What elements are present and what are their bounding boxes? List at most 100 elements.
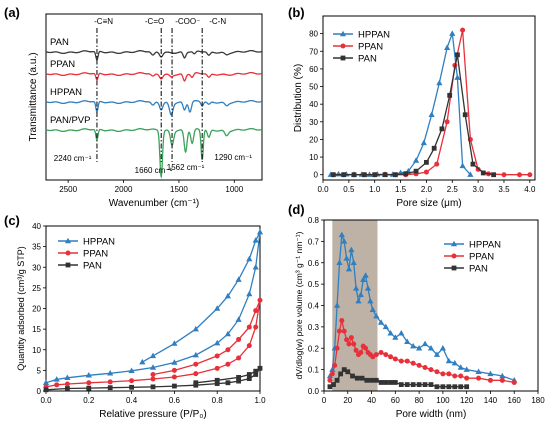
data-point <box>236 355 242 361</box>
data-point <box>444 119 450 125</box>
series-ppan <box>43 297 263 390</box>
data-point <box>378 380 384 385</box>
data-point <box>331 382 336 387</box>
y-tick-label: 20 <box>32 305 41 314</box>
series-ppan <box>327 317 517 385</box>
y-axis-title: Distribution (%) <box>293 64 304 132</box>
data-point <box>225 380 231 386</box>
data-point <box>65 386 70 391</box>
data-point <box>422 364 428 370</box>
series-ppan: PPAN <box>45 59 263 82</box>
series-line <box>45 127 263 179</box>
legend-entry: HPPAN <box>83 237 115 248</box>
functional-group-label: -COO⁻ <box>175 17 200 26</box>
data-point <box>392 334 399 340</box>
data-point <box>149 352 157 359</box>
y-tick-label: 0.4 <box>308 302 320 311</box>
x-tick-label: 20 <box>343 396 352 405</box>
y-tick-label: 80 <box>309 30 318 39</box>
data-point <box>192 325 199 332</box>
data-point <box>355 297 362 304</box>
data-point <box>236 374 241 380</box>
y-tick-label: 0 <box>37 387 42 396</box>
legend-entry: PPAN <box>469 252 494 263</box>
data-point <box>431 145 437 151</box>
data-point <box>53 376 60 382</box>
data-point <box>383 352 389 358</box>
data-point <box>252 237 259 243</box>
data-point <box>246 343 252 349</box>
data-point <box>412 157 420 163</box>
x-tick-label: 2.5 <box>447 185 459 194</box>
data-point <box>373 377 379 383</box>
data-point <box>443 44 451 50</box>
plot-frame <box>45 13 263 181</box>
data-point <box>43 387 49 393</box>
legend-entry: HPPAN <box>469 240 501 251</box>
data-point <box>341 328 347 334</box>
data-point <box>336 328 342 334</box>
functional-group-label: -C-N <box>209 17 226 26</box>
data-point <box>362 272 369 278</box>
y-axis-title: Quantity adsorbed (cm³/g STP) <box>16 246 26 371</box>
peak-label: 1660 cm⁻¹ <box>135 166 173 175</box>
data-point <box>42 379 50 385</box>
data-point <box>361 172 367 178</box>
data-point <box>214 339 221 346</box>
data-point <box>452 384 458 390</box>
y-tick-label: 5 <box>37 366 42 375</box>
data-point <box>404 382 410 387</box>
data-point <box>150 376 156 382</box>
data-point <box>487 377 493 383</box>
x-tick-label: 160 <box>508 396 522 405</box>
data-point <box>235 316 242 322</box>
data-point <box>364 285 372 291</box>
data-point <box>410 382 416 387</box>
data-point <box>420 139 427 146</box>
data-point <box>367 297 374 304</box>
data-point <box>463 366 470 372</box>
data-point <box>449 30 456 36</box>
data-point <box>257 365 263 371</box>
data-point <box>358 350 364 356</box>
shaded-region <box>332 220 378 391</box>
x-tick-label: 40 <box>367 396 376 405</box>
data-point <box>171 359 178 365</box>
data-point <box>214 377 220 383</box>
data-point <box>172 383 177 389</box>
data-point <box>350 259 357 265</box>
data-point <box>364 377 370 383</box>
y-tick-label: 0.6 <box>308 259 320 268</box>
data-point <box>382 323 389 330</box>
legend-entry: PAN <box>358 54 377 65</box>
y-tick-label: 30 <box>309 118 318 127</box>
x-tick-label: 2500 <box>59 185 77 194</box>
data-point <box>470 161 476 167</box>
y-tick-label: 0.0 <box>308 387 320 396</box>
series-label: HPPAN <box>50 87 82 98</box>
data-point <box>351 341 357 347</box>
data-point <box>343 255 350 261</box>
data-point <box>439 126 445 132</box>
data-point <box>333 302 341 308</box>
data-point <box>434 161 440 167</box>
data-point <box>128 367 135 373</box>
chart-panel-c: 0.0 0.2 0.4 0.6 0.8 1.0 0 5 10 15 20 25 30 35 40 Relati… <box>4 213 266 420</box>
x-tick-label: 0.6 <box>169 396 181 405</box>
data-point <box>129 384 134 390</box>
data-point <box>149 364 157 370</box>
data-point <box>64 381 70 387</box>
data-point <box>392 356 398 362</box>
data-point <box>357 291 364 298</box>
x-axis-title: Pore size (μm) <box>396 198 461 209</box>
data-point <box>150 384 156 390</box>
data-point <box>225 361 231 367</box>
x-tick-label: 140 <box>484 396 498 405</box>
data-point <box>64 374 71 380</box>
series-hppan <box>42 228 264 385</box>
data-point <box>480 170 486 176</box>
data-point <box>373 352 379 358</box>
peak-label: 2240 cm⁻¹ <box>54 154 92 163</box>
x-tick-label: 3.0 <box>473 185 485 194</box>
